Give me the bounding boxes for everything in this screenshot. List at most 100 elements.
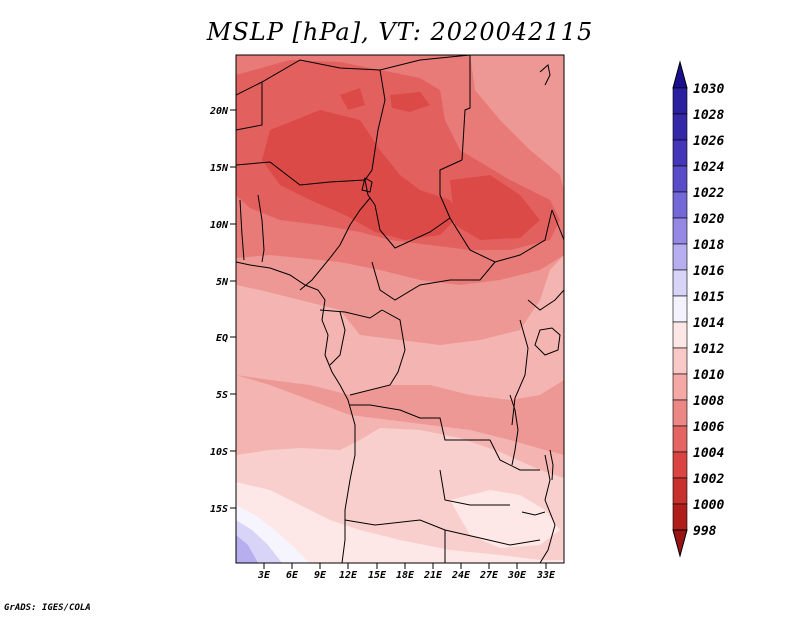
colorbar-label: 1030 [693, 82, 724, 97]
y-tick-label: 5S [216, 390, 228, 401]
colorbar-segment [672, 87, 688, 115]
colorbar-segment [672, 347, 688, 375]
border-sudan-southsudan [449, 209, 553, 263]
colorbar-segment [672, 139, 688, 167]
x-tick-label: 3E [257, 570, 271, 581]
y-tick-label: 10S [210, 447, 228, 458]
border-benin-togo [239, 199, 245, 261]
colorbar-label: 1006 [693, 420, 724, 435]
colorbar-segment [672, 165, 688, 193]
colorbar-label: 1012 [693, 342, 724, 357]
border-ethiopia [551, 209, 564, 241]
lake-kariba [521, 511, 546, 516]
y-tick-label: 5N [216, 277, 229, 288]
colorbar-label: 1015 [693, 290, 724, 305]
y-tick-label: 10N [210, 220, 229, 231]
coastline-west [236, 261, 356, 563]
y-tick-label: 20N [209, 106, 229, 117]
lake-tanganyika [509, 394, 519, 466]
colorbar-segment [672, 191, 688, 219]
colorbar-segment [672, 113, 688, 141]
colorbar-segment [672, 217, 688, 245]
colorbar: 1030 1028 1026 1024 1022 1020 1018 1016 1015 1014… [672, 60, 724, 558]
x-tick-label: 15E [368, 570, 387, 581]
colorbar-segment [672, 243, 688, 271]
footer-credit: GrADS: IGES/COLA [4, 603, 91, 613]
border-chad-sudan [439, 159, 463, 219]
y-tick-label: EQ [216, 333, 228, 344]
colorbar-segment [672, 451, 688, 479]
colorbar-label: 1024 [693, 160, 724, 175]
chart-title: MSLP [hPa], VT: 2020042115 [206, 18, 594, 46]
y-tick-label: 15N [210, 163, 229, 174]
border-gabon [329, 311, 346, 366]
colorbar-label: 1004 [693, 446, 724, 461]
border-angola-namibia [344, 519, 481, 539]
border-nigeria-cameroon [299, 197, 371, 291]
y-tick-label: 15S [210, 504, 228, 515]
x-tick-label: 30E [507, 570, 527, 581]
field-1002-north [262, 110, 460, 240]
border-chad-west [364, 69, 386, 206]
x-tick-label: 27E [479, 570, 499, 581]
border-zambia-zimbabwe [479, 537, 541, 546]
colorbar-label: 1016 [693, 264, 724, 279]
field-1008-south [236, 375, 564, 455]
lake-malawi [549, 449, 554, 481]
field-1002-cell2 [340, 88, 365, 110]
colorbar-label: 1020 [693, 212, 724, 227]
border-congo-drc [349, 309, 406, 396]
colorbar-segment [672, 425, 688, 453]
border-libya-chad [379, 55, 471, 71]
colorbar-bottom-arrow [672, 529, 688, 558]
lake-victoria [534, 327, 561, 356]
border-nigeria-benin [257, 194, 265, 263]
border-uganda-kenya [527, 289, 564, 311]
colorbar-label: 1026 [693, 134, 724, 149]
field-1002-cell [390, 92, 430, 112]
border-mali-niger [236, 82, 263, 131]
colorbar-label: 1010 [693, 368, 724, 383]
colorbar-segment [672, 399, 688, 427]
border-libya-sudan [461, 55, 471, 161]
map-frame [235, 54, 565, 564]
x-tick-label: 9E [314, 570, 327, 581]
colorbar-label: 1028 [693, 108, 724, 123]
colorbar-segment [672, 503, 688, 531]
border-algeria-niger [236, 59, 381, 96]
colorbar-segment [672, 295, 688, 323]
y-axis: 20N 15N 10N 5N EQ 5S 10S 15S [209, 106, 236, 515]
colorbar-segment [672, 373, 688, 401]
colorbar-label: 1014 [693, 316, 724, 331]
pressure-field [236, 55, 564, 563]
field-1014 [236, 482, 564, 563]
colorbar-label: 1002 [693, 472, 724, 487]
country-borders [236, 55, 564, 563]
lake-chad [361, 177, 373, 193]
x-tick-label: 6E [286, 570, 299, 581]
red-sea-coast [539, 64, 551, 86]
border-niger-nigeria [236, 161, 366, 186]
colorbar-label: 1000 [693, 498, 724, 513]
colorbar-top-arrow [672, 60, 688, 89]
colorbar-label: 1008 [693, 394, 724, 409]
colorbar-label: 1018 [693, 238, 724, 253]
x-tick-label: 24E [451, 570, 471, 581]
x-tick-label: 12E [339, 570, 358, 581]
x-tick-label: 33E [536, 570, 556, 581]
colorbar-segment [672, 321, 688, 349]
colorbar-segment [672, 269, 688, 297]
colorbar-segment [672, 477, 688, 505]
border-car-south [371, 261, 496, 301]
x-tick-label: 21E [423, 570, 443, 581]
border-chad-car [374, 204, 451, 249]
colorbar-label: 998 [693, 524, 717, 539]
x-tick-label: 18E [396, 570, 415, 581]
colorbar-label: 1022 [693, 186, 724, 201]
border-cameroon-congo [319, 309, 383, 319]
border-mozambique [539, 454, 556, 563]
x-axis: 3E 6E 9E 12E 15E 18E 21E 24E 27E 30E 33E [257, 563, 556, 581]
border-drc-zambia [489, 439, 540, 471]
border-drc-angola [350, 404, 490, 441]
